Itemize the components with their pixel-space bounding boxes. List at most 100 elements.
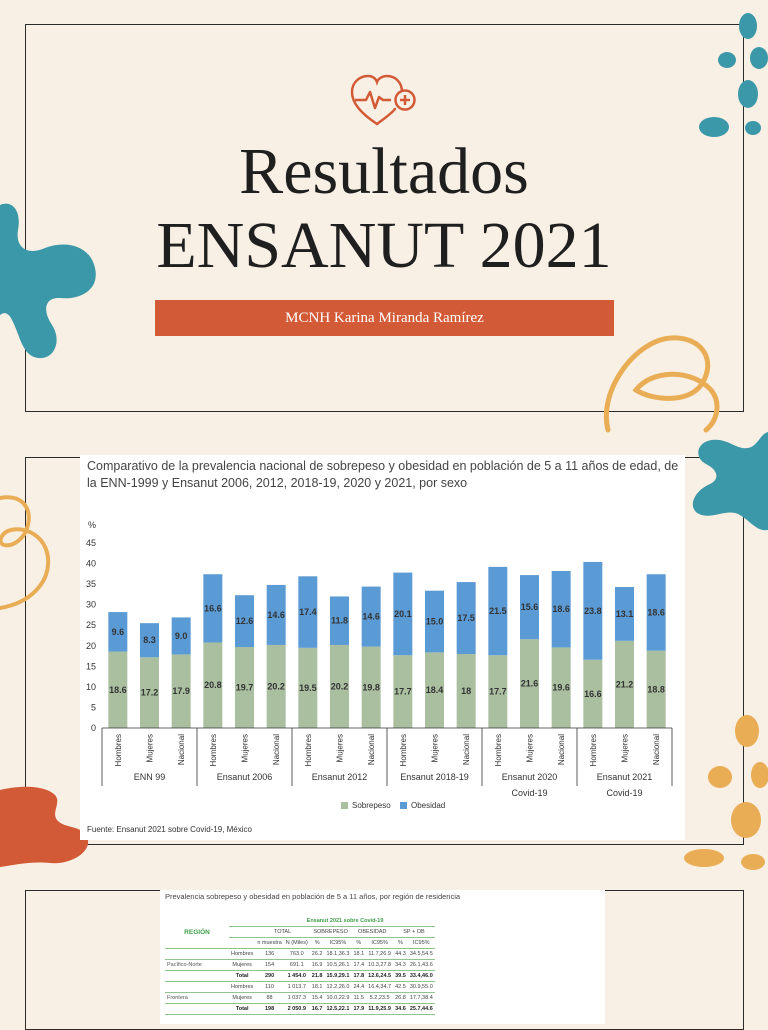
bar-sobrepeso: [646, 650, 666, 728]
author-banner: MCNH Karina Miranda Ramírez: [155, 300, 614, 336]
teal-splash-left-decoration: [0, 203, 96, 359]
table-cell: 18.1,36.3: [324, 948, 352, 960]
region-header: REGIÓN: [165, 916, 229, 949]
data-label-obesidad: 20.1: [394, 609, 412, 619]
bar-sobrepeso: [235, 647, 254, 728]
table-cell: 17.9: [351, 1003, 367, 1015]
bar-obesidad: [488, 566, 508, 656]
bar-obesidad: [108, 612, 128, 652]
bar-sobrepeso: [203, 642, 223, 728]
chart-panel: Comparativo de la prevalencia nacional d…: [80, 455, 685, 840]
category-tick-label: Hombres: [399, 734, 408, 766]
legend-swatch-sobrepeso: [341, 802, 348, 809]
region-cell: Pacífico-Norte: [165, 959, 229, 971]
table-panel: Prevalencia sobrepeso y obesidad en pobl…: [160, 890, 605, 1024]
category-tick-label: Nacional: [557, 734, 566, 765]
table-cell: 198: [255, 1003, 284, 1015]
y-tick-label: 10: [86, 682, 96, 692]
table-cell: 290: [255, 970, 284, 982]
region-cell: [165, 970, 229, 982]
group-label: Ensanut 2012: [312, 772, 368, 782]
data-label-sobrepeso: 21.6: [521, 679, 539, 689]
y-tick-label: 20: [86, 641, 96, 651]
sex-cell: Hombres: [229, 948, 256, 960]
category-tick-label: Mujeres: [241, 734, 250, 762]
data-label-obesidad: 18.6: [647, 607, 665, 617]
y-tick-label: 0: [91, 723, 96, 733]
data-label-obesidad: 21.5: [489, 606, 507, 616]
y-tick-label: 15: [86, 661, 96, 671]
bar-sobrepeso: [488, 655, 508, 728]
category-tick-label: Nacional: [652, 734, 661, 765]
sex-cell: Mujeres: [229, 959, 256, 971]
table-cell: 5.2,23.5: [366, 992, 394, 1004]
table-cell: 12.2,26.0: [324, 981, 352, 993]
table-cell: 17.7,38.4: [407, 992, 435, 1004]
table-cell: 10.5,26.1: [324, 959, 352, 971]
category-tick-label: Mujeres: [621, 734, 630, 762]
table-cell: 2 050.9: [283, 1003, 310, 1015]
group-header: SOBREPESO: [309, 926, 352, 938]
region-data-table: REGIÓN Ensanut 2021 sobre Covid-19 TOTAL…: [165, 916, 435, 1015]
data-label-obesidad: 14.6: [362, 612, 380, 622]
table-cell: 11.7,26.9: [366, 948, 394, 960]
group-label: Ensanut 2006: [217, 772, 273, 782]
group-label: ENN 99: [134, 772, 166, 782]
data-label-sobrepeso: 19.6: [552, 683, 570, 693]
table-cell: 26.1,43.6: [407, 959, 435, 971]
category-tick-label: Nacional: [177, 734, 186, 765]
table-cell: 154: [255, 959, 284, 971]
teal-splash-right-decoration: [692, 432, 768, 531]
table-cell: 25.7,44.6: [407, 1003, 435, 1015]
bar-sobrepeso: [393, 655, 413, 728]
y-tick-label: 5: [91, 702, 96, 712]
table-cell: 17.4: [351, 959, 367, 971]
category-tick-label: Mujeres: [431, 734, 440, 762]
bar-sobrepeso: [615, 640, 634, 728]
table-cell: 1 013.7: [283, 981, 310, 993]
table-row: Hombres 110 1 013.7 18.1 12.2,26.0 24.4 16.4,3…: [165, 981, 435, 993]
y-tick-label: 25: [86, 620, 96, 630]
group-label: Ensanut 2020: [502, 772, 558, 782]
data-label-obesidad: 23.8: [584, 606, 602, 616]
sub-header: %: [393, 937, 408, 949]
table-cell: 39.5: [393, 970, 408, 982]
sub-header: n muestra: [255, 937, 284, 949]
data-label-obesidad: 9.0: [175, 631, 188, 641]
table-cell: 18.1: [351, 948, 367, 960]
category-tick-label: Nacional: [272, 734, 281, 765]
data-label-obesidad: 18.6: [552, 604, 570, 614]
table-row: Pacífico-Norte Mujeres 154 691.1 16.9 10.5,26…: [165, 959, 435, 971]
table-title: Prevalencia sobrepeso y obesidad en pobl…: [165, 892, 461, 901]
data-label-sobrepeso: 18.4: [426, 685, 444, 695]
group-label: Ensanut 2018-19: [400, 772, 469, 782]
empty-header: [229, 937, 256, 949]
table-row: Hombres 136 763.0 26.2 18.1,36.3 18.1 11.7,26.…: [165, 948, 435, 960]
table-cell: 11.9,25.9: [366, 1003, 394, 1015]
data-label-sobrepeso: 19.7: [236, 683, 254, 693]
chart-source: Fuente: Ensanut 2021 sobre Covid-19, Méx…: [87, 825, 252, 834]
bar-obesidad: [266, 584, 286, 645]
data-label-obesidad: 14.6: [267, 610, 285, 620]
sub-header: %: [309, 937, 325, 949]
data-label-sobrepeso: 20.2: [267, 681, 285, 691]
data-label-sobrepeso: 16.6: [584, 689, 602, 699]
data-label-sobrepeso: 17.2: [141, 688, 159, 698]
table-cell: 21.8: [309, 970, 325, 982]
region-cell: [165, 1003, 229, 1015]
stacked-bar-chart: % 0 5 10 15 20 25 30 35 40 45 18.6 9.6 Hombres 17.2 8.3…: [86, 520, 673, 810]
data-label-obesidad: 12.6: [236, 616, 254, 626]
slide-frame-title: [25, 24, 744, 412]
table-cell: 34.3: [393, 959, 408, 971]
table-cell: 34.5,54.5: [407, 948, 435, 960]
category-tick-label: Hombres: [589, 734, 598, 766]
group-header: SP + OB: [393, 926, 435, 938]
bar-obesidad: [235, 595, 254, 648]
table-cell: 15.4: [309, 992, 325, 1004]
legend-swatch-obesidad: [400, 802, 407, 809]
empty-header: [229, 916, 256, 927]
table-row: Total 290 1 454.0 21.8 15.9,29.1 17.8 12.6,24.…: [165, 970, 435, 982]
table-cell: 12.5,22.1: [324, 1003, 352, 1015]
page-title-line1: Resultados: [239, 135, 529, 208]
table-cell: 10.3,27.8: [366, 959, 394, 971]
